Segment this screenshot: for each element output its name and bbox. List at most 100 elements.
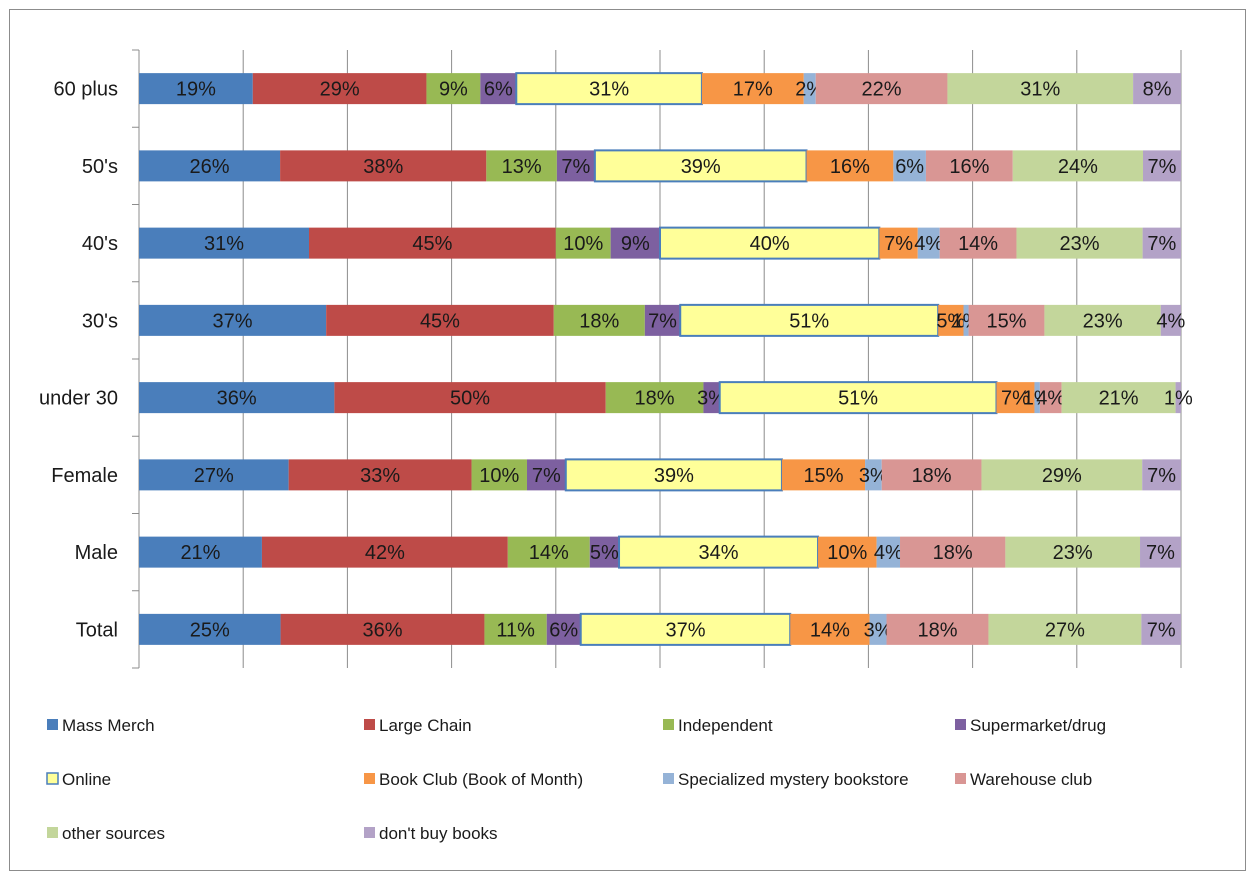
- legend-label: don't buy books: [379, 824, 498, 843]
- legend-label: Mass Merch: [62, 716, 155, 735]
- bar-segment-book-club-book-of-month: [938, 304, 964, 336]
- data-label: 36%: [362, 619, 402, 641]
- data-label: 4%: [1036, 388, 1065, 410]
- data-label: 7%: [1148, 156, 1177, 178]
- bar-segment-warehouse-club: [900, 536, 1006, 568]
- legend-label: Independent: [678, 716, 773, 735]
- category-label: 60 plus: [54, 79, 119, 101]
- legend-swatch: [364, 719, 375, 730]
- legend-swatch: [364, 827, 375, 838]
- bar-segment-large-chain: [280, 150, 487, 182]
- data-label: 13%: [502, 156, 542, 178]
- data-label: 15%: [986, 310, 1026, 332]
- bar-row-60-plus: 19% 29% 9% 6% 31% 17% 2% 22% 31% 8%: [139, 72, 1181, 106]
- bar-segment-specialized-mystery-bookstore: [869, 613, 887, 645]
- data-label: 31%: [589, 79, 629, 101]
- data-label: 7%: [532, 465, 561, 487]
- chart-frame: [9, 9, 1246, 871]
- legend-item-specialized-mystery-bookstore: Specialized mystery bookstore: [663, 770, 909, 789]
- bar-segment-online: [593, 149, 808, 183]
- data-label: 18%: [917, 619, 957, 641]
- bar-row-female: 27% 33% 10% 7% 39% 15% 3% 18% 29% 7%: [139, 458, 1181, 492]
- category-label: 30's: [82, 310, 118, 332]
- bar-segment-online: [659, 226, 881, 260]
- bar-segment-don-t-buy-books: [1175, 382, 1181, 414]
- data-label: 42%: [365, 542, 405, 564]
- bar-segment-book-club-book-of-month: [818, 536, 877, 568]
- legend-label: Book Club (Book of Month): [379, 770, 583, 789]
- data-label: 23%: [1083, 310, 1123, 332]
- legend-swatch: [663, 719, 674, 730]
- data-label: 3%: [859, 465, 888, 487]
- data-label: 19%: [176, 79, 216, 101]
- data-label: 1%: [1164, 388, 1193, 410]
- data-label: 18%: [579, 310, 619, 332]
- legend-swatch: [47, 719, 58, 730]
- bar-segment-specialized-mystery-bookstore: [963, 304, 969, 336]
- bar-segment-mass-merch: [139, 536, 262, 568]
- gridlines: [242, 50, 1182, 668]
- data-label: 18%: [912, 465, 952, 487]
- bar-row-50-s: 26% 38% 13% 7% 39% 16% 6% 16% 24% 7%: [139, 149, 1181, 183]
- data-label: 38%: [363, 156, 403, 178]
- bar-segment-independent: [507, 536, 590, 568]
- bar-segment-online: [579, 612, 792, 646]
- data-label: 4%: [914, 233, 943, 255]
- data-label: 31%: [204, 233, 244, 255]
- bar-segment-mass-merch: [139, 459, 289, 491]
- data-label: 4%: [874, 542, 903, 564]
- data-label: 33%: [360, 465, 400, 487]
- data-label: 36%: [217, 388, 257, 410]
- bar-segment-other-sources: [1044, 304, 1161, 336]
- category-label: Female: [51, 465, 118, 487]
- bar-segment-specialized-mystery-bookstore: [876, 536, 901, 568]
- data-label: 21%: [1099, 388, 1139, 410]
- bar-segment-book-club-book-of-month: [701, 73, 804, 105]
- category-label: 40's: [82, 233, 118, 255]
- data-label: 27%: [1045, 619, 1085, 641]
- legend-swatch: [663, 773, 674, 784]
- category-axis: [132, 49, 140, 669]
- legend-label: other sources: [62, 824, 165, 843]
- bar-segment-supermarket-drug: [480, 73, 517, 105]
- legend-item-supermarket-drug: Supermarket/drug: [955, 716, 1106, 735]
- data-label: 45%: [420, 310, 460, 332]
- bar-segment-don-t-buy-books: [1142, 227, 1181, 259]
- bar-segment-book-club-book-of-month: [781, 459, 866, 491]
- bar-segment-mass-merch: [139, 613, 281, 645]
- bar-segment-independent: [486, 150, 557, 182]
- bar-segment-specialized-mystery-bookstore: [893, 150, 926, 182]
- legend-item-book-club-book-of-month: Book Club (Book of Month): [364, 770, 583, 789]
- bar-segment-online: [718, 381, 998, 415]
- data-label: 10%: [827, 542, 867, 564]
- bar-row-40-s: 31% 45% 10% 9% 40% 7% 4% 14% 23% 7%: [139, 226, 1181, 260]
- bar-segment-warehouse-club: [939, 227, 1017, 259]
- data-label: 15%: [803, 465, 843, 487]
- category-labels: 60 plus 50's 40's 30's under 30 Female Male Tot…: [39, 79, 118, 642]
- bar-segment-don-t-buy-books: [1143, 150, 1181, 182]
- bar-segment-don-t-buy-books: [1141, 613, 1181, 645]
- bar-segment-mass-merch: [139, 73, 253, 105]
- bar-segment-don-t-buy-books: [1142, 459, 1181, 491]
- data-label: 37%: [665, 619, 705, 641]
- data-label: 6%: [484, 79, 513, 101]
- bar-segment-independent: [605, 382, 704, 414]
- data-label: 9%: [621, 233, 650, 255]
- bar-segment-other-sources: [1005, 536, 1141, 568]
- bar-segment-book-club-book-of-month: [806, 150, 894, 182]
- data-label: 7%: [884, 233, 913, 255]
- legend-swatch: [47, 827, 58, 838]
- bar-segment-large-chain: [309, 227, 556, 259]
- bar-segment-don-t-buy-books: [1160, 304, 1181, 336]
- category-label: Male: [75, 542, 118, 564]
- legend-item-online: Online: [46, 770, 111, 789]
- bar-row-30-s: 37% 45% 18% 7% 51% 5%1% 15% 23% 4%: [139, 303, 1186, 337]
- data-label: 24%: [1058, 156, 1098, 178]
- legend-label: Large Chain: [379, 716, 472, 735]
- bar-segment-online: [515, 72, 703, 106]
- data-label: 5%: [936, 310, 965, 332]
- legend-item-independent: Independent: [663, 716, 773, 735]
- data-label: 7%: [1001, 388, 1030, 410]
- legend-item-other-sources: other sources: [47, 824, 165, 843]
- bar-segment-other-sources: [1012, 150, 1144, 182]
